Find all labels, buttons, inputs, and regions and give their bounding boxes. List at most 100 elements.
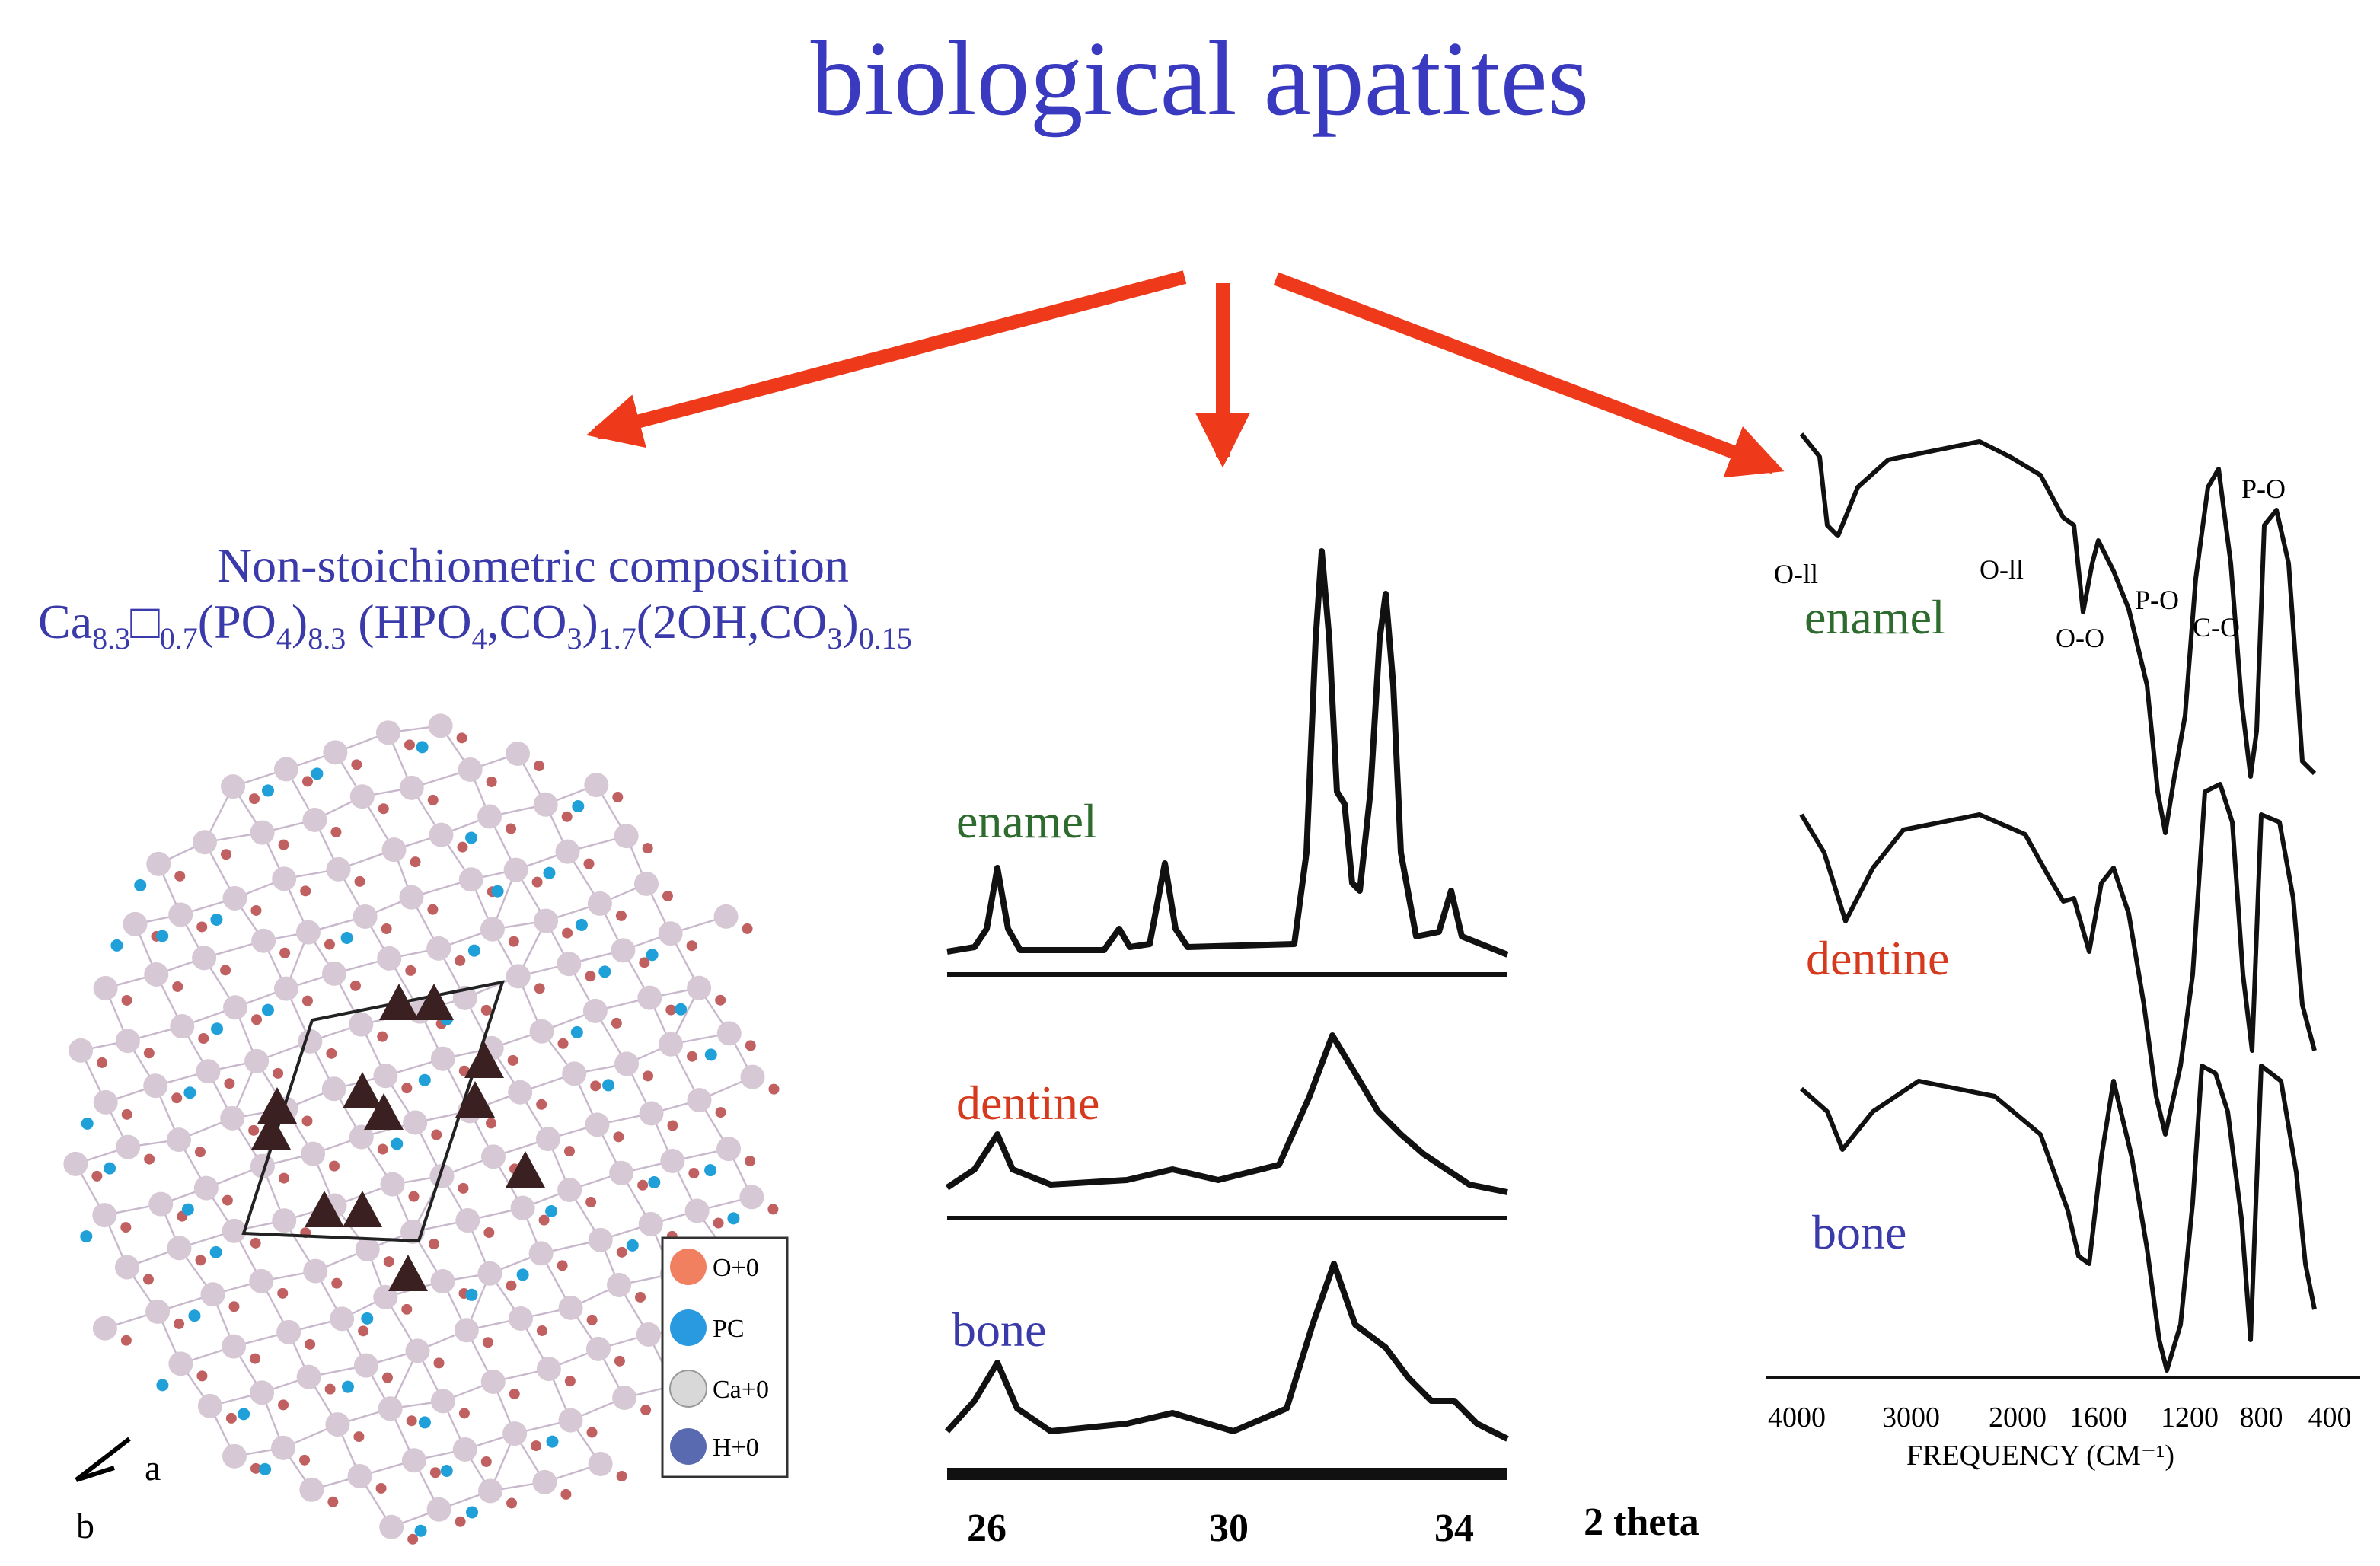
ca-atom bbox=[557, 952, 582, 977]
o-atom bbox=[585, 971, 596, 982]
p-atom bbox=[188, 1309, 201, 1322]
o-atom bbox=[174, 1318, 185, 1329]
ca-atom bbox=[506, 964, 531, 989]
o-atom bbox=[329, 1160, 340, 1172]
ca-atom bbox=[557, 1178, 582, 1203]
phosphate bbox=[251, 1113, 291, 1150]
o-atom bbox=[662, 890, 673, 901]
xrd-tick: 26 bbox=[967, 1507, 1007, 1550]
ca-atom bbox=[303, 1258, 328, 1284]
o-atom bbox=[299, 1454, 311, 1466]
ca-atom bbox=[716, 1021, 742, 1046]
ir-tick: 800 bbox=[2240, 1402, 2283, 1434]
o-atom bbox=[427, 794, 439, 805]
o-atom bbox=[560, 1488, 572, 1500]
p-atom bbox=[440, 1464, 453, 1477]
ca-atom bbox=[684, 1198, 710, 1223]
ca-atom bbox=[170, 1014, 195, 1039]
o-atom bbox=[480, 1004, 492, 1016]
ca-atom bbox=[477, 1261, 502, 1286]
ca-atom bbox=[251, 928, 276, 953]
p-atom bbox=[211, 1022, 224, 1035]
phosphate bbox=[506, 1151, 545, 1188]
arrows bbox=[586, 270, 1785, 478]
ca-atom bbox=[452, 1437, 477, 1462]
o-atom bbox=[273, 1067, 284, 1079]
ca-atom bbox=[659, 1032, 684, 1057]
p-atom bbox=[727, 1212, 740, 1225]
ca-atom bbox=[192, 830, 217, 855]
o-atom bbox=[745, 1156, 756, 1167]
p-atom bbox=[81, 1117, 94, 1130]
o-atom bbox=[486, 776, 497, 787]
o-atom bbox=[458, 1182, 469, 1194]
ca-atom bbox=[535, 1127, 560, 1152]
o-atom bbox=[536, 1325, 547, 1336]
ca-atom bbox=[587, 891, 612, 916]
ca-atom bbox=[558, 1408, 583, 1433]
ca-atom bbox=[585, 1336, 611, 1361]
ca-atom bbox=[612, 1386, 637, 1411]
ca-atom bbox=[272, 1208, 297, 1233]
ca-atom bbox=[455, 1208, 480, 1233]
ca-atom bbox=[430, 1269, 455, 1294]
xrd-sample: enamel bbox=[956, 794, 1097, 848]
xrd-curves bbox=[945, 548, 1509, 1442]
o-atom bbox=[279, 947, 291, 958]
o-atom bbox=[457, 841, 468, 853]
xrd-sample: bone bbox=[952, 1303, 1046, 1357]
formula-part: ,CO bbox=[487, 595, 567, 649]
o-atom bbox=[401, 1303, 413, 1315]
o-atom bbox=[171, 1092, 183, 1104]
p-atom bbox=[418, 1416, 431, 1429]
o-atom bbox=[506, 1497, 518, 1509]
p-atom bbox=[110, 939, 123, 952]
ca-atom bbox=[637, 985, 662, 1010]
o-atom bbox=[404, 739, 415, 751]
ca-atom bbox=[687, 975, 712, 1000]
p-atom bbox=[181, 1203, 194, 1216]
ca-atom bbox=[660, 1149, 685, 1174]
o-atom bbox=[667, 1120, 678, 1131]
ca-atom bbox=[299, 1477, 324, 1502]
o-atom bbox=[144, 1153, 155, 1165]
o-atom bbox=[301, 995, 313, 1006]
formula-subscript: 0.15 bbox=[858, 620, 912, 655]
ca-atom bbox=[222, 1334, 247, 1359]
o-atom bbox=[427, 904, 439, 915]
o-atom bbox=[250, 1353, 261, 1364]
o-atom bbox=[561, 811, 573, 822]
ca-atom bbox=[220, 1105, 245, 1131]
ca-atom bbox=[193, 1175, 219, 1201]
formula-part: □ bbox=[130, 595, 160, 649]
ca-atom bbox=[302, 807, 327, 832]
ir-curves bbox=[1799, 432, 2317, 1373]
p-atom bbox=[183, 1086, 196, 1099]
ca-atom bbox=[428, 713, 453, 738]
ca-atom bbox=[378, 1396, 403, 1421]
phosphate bbox=[379, 984, 419, 1020]
ir-band-label: P-O bbox=[2241, 474, 2286, 504]
ca-atom bbox=[250, 820, 275, 845]
o-atom bbox=[405, 965, 416, 976]
o-atom bbox=[458, 1408, 470, 1419]
formula-subscript: 3 bbox=[827, 620, 843, 655]
o-atom bbox=[536, 1099, 547, 1110]
p-atom bbox=[491, 885, 504, 898]
ca-atom bbox=[658, 921, 683, 946]
o-atom bbox=[557, 1038, 569, 1049]
ca-atom bbox=[244, 1048, 270, 1073]
ca-atom bbox=[144, 962, 169, 987]
xrd-axis-label: 2 theta bbox=[1584, 1501, 1699, 1544]
ca-atom bbox=[403, 1110, 428, 1135]
formula-subscript: 1.7 bbox=[598, 620, 636, 655]
p-atom bbox=[210, 913, 223, 926]
o-atom bbox=[120, 1222, 132, 1233]
phosphate bbox=[414, 984, 454, 1020]
composition-heading: Non-stoichiometric composition bbox=[217, 538, 849, 592]
o-atom bbox=[97, 1057, 108, 1068]
o-atom bbox=[590, 1080, 601, 1092]
o-atom bbox=[687, 1051, 698, 1062]
o-atom bbox=[456, 732, 467, 744]
